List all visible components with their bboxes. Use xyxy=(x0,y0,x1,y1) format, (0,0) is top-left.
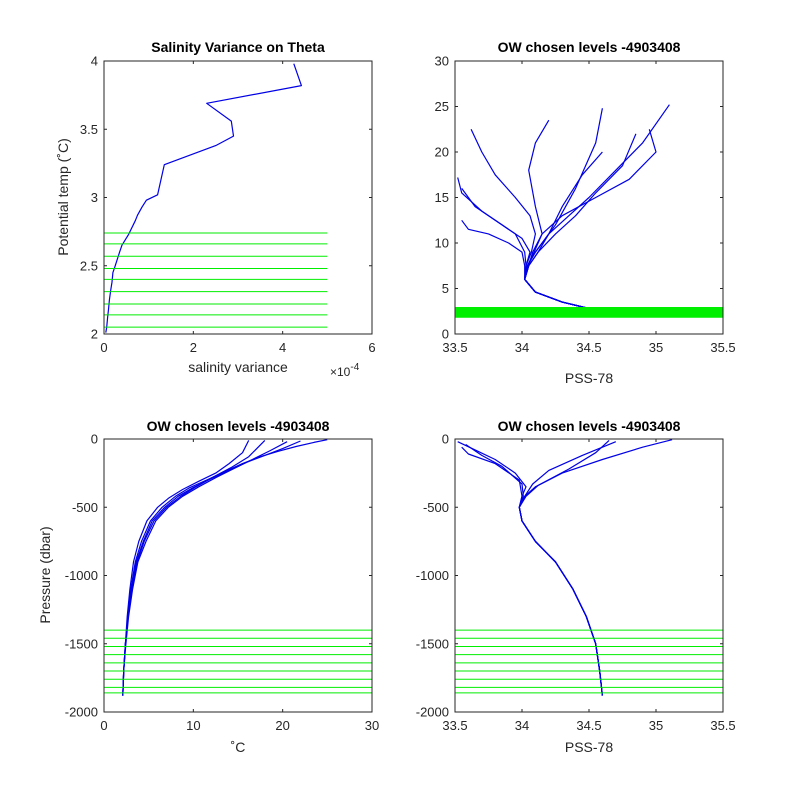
y-tick-label: 2.5 xyxy=(80,258,98,273)
panel1-xlabel: salinity variance xyxy=(188,359,288,375)
y-tick-label: -1500 xyxy=(416,636,449,651)
panel2-title: OW chosen levels -4903408 xyxy=(498,39,681,55)
x-tick-label: 0 xyxy=(100,718,107,733)
panel1-x-exponent: ×10-4 xyxy=(330,362,360,379)
profile-series-line xyxy=(524,119,590,310)
panel-salinity-theta: OW chosen levels -4903408 33.5 34 34.5 35 35… xyxy=(435,39,736,386)
panel-temperature-pressure: OW chosen levels -4903408 0 10 20 30 -2000 -1… xyxy=(37,418,379,755)
x-tick-label: 30 xyxy=(365,718,379,733)
profile-series-line xyxy=(122,439,266,696)
panel2-xlabel: PSS-78 xyxy=(565,370,613,386)
panel4-title: OW chosen levels -4903408 xyxy=(498,418,681,434)
y-tick-label: 0 xyxy=(442,327,449,342)
profile-series-line xyxy=(518,441,617,696)
profile-series-line xyxy=(518,439,673,696)
x-tick-label: 6 xyxy=(368,340,375,355)
y-tick-label: -500 xyxy=(72,500,98,515)
y-tick-label: 0 xyxy=(442,432,449,447)
x-tick-label: 34 xyxy=(515,340,529,355)
profile-series-line xyxy=(524,133,637,310)
y-tick-label: -1000 xyxy=(65,568,98,583)
x-tick-label: 2 xyxy=(190,340,197,355)
y-tick-label: 4 xyxy=(91,54,98,69)
x-tick-label: 4 xyxy=(279,340,286,355)
x-tick-label: 35 xyxy=(649,718,663,733)
y-tick-label: 15 xyxy=(435,190,449,205)
x-tick-label: 10 xyxy=(186,718,200,733)
profile-series-line xyxy=(122,440,250,696)
y-tick-label: 3 xyxy=(91,190,98,205)
panel-salinity-pressure: OW chosen levels -4903408 33.5 34 34.5 35 35… xyxy=(416,418,736,755)
y-tick-label: -1000 xyxy=(416,568,449,583)
y-tick-label: 0 xyxy=(91,432,98,447)
x-tick-label: 34 xyxy=(515,718,529,733)
x-tick-label: 33.5 xyxy=(442,340,467,355)
y-tick-label: -2000 xyxy=(416,705,449,720)
y-tick-label: 3.5 xyxy=(80,122,98,137)
x-tick-label: 34.5 xyxy=(576,718,601,733)
panel1-title: Salinity Variance on Theta xyxy=(151,39,325,55)
profile-series-line xyxy=(457,441,603,696)
x-tick-label: 33.5 xyxy=(442,718,467,733)
x-tick-label: 35.5 xyxy=(710,718,735,733)
y-tick-label: 25 xyxy=(435,99,449,114)
profile-series-line xyxy=(105,63,302,333)
x-tick-label: 35.5 xyxy=(710,340,735,355)
profile-series-line xyxy=(457,177,590,310)
panel3-xlabel: ˚C xyxy=(231,739,246,755)
x-tick-label: 0 xyxy=(100,340,107,355)
x-tick-label: 20 xyxy=(275,718,289,733)
y-tick-label: -1500 xyxy=(65,636,98,651)
panel3-ylabel: Pressure (dbar) xyxy=(37,526,53,623)
panel3-title: OW chosen levels -4903408 xyxy=(147,418,330,434)
profile-series-line xyxy=(524,151,603,310)
y-tick-label: -2000 xyxy=(65,705,98,720)
y-tick-label: 5 xyxy=(442,281,449,296)
profile-series-line xyxy=(518,439,610,696)
y-tick-label: 30 xyxy=(435,54,449,69)
y-tick-label: 10 xyxy=(435,236,449,251)
x-tick-label: 35 xyxy=(649,340,663,355)
y-tick-label: -500 xyxy=(423,500,449,515)
panel1-axes-box xyxy=(103,60,373,335)
y-tick-label: 20 xyxy=(435,145,449,160)
profile-series-line xyxy=(122,441,288,696)
panel-salinity-variance: Salinity Variance on Theta 0 2 4 622.533.54… xyxy=(55,39,376,379)
panel4-xlabel: PSS-78 xyxy=(565,739,613,755)
y-tick-label: 2 xyxy=(91,327,98,342)
profile-series-line xyxy=(461,188,590,310)
profile-series-line xyxy=(122,439,328,696)
x-tick-label: 34.5 xyxy=(576,340,601,355)
panel1-ylabel: Potential temp (˚C) xyxy=(55,138,71,255)
